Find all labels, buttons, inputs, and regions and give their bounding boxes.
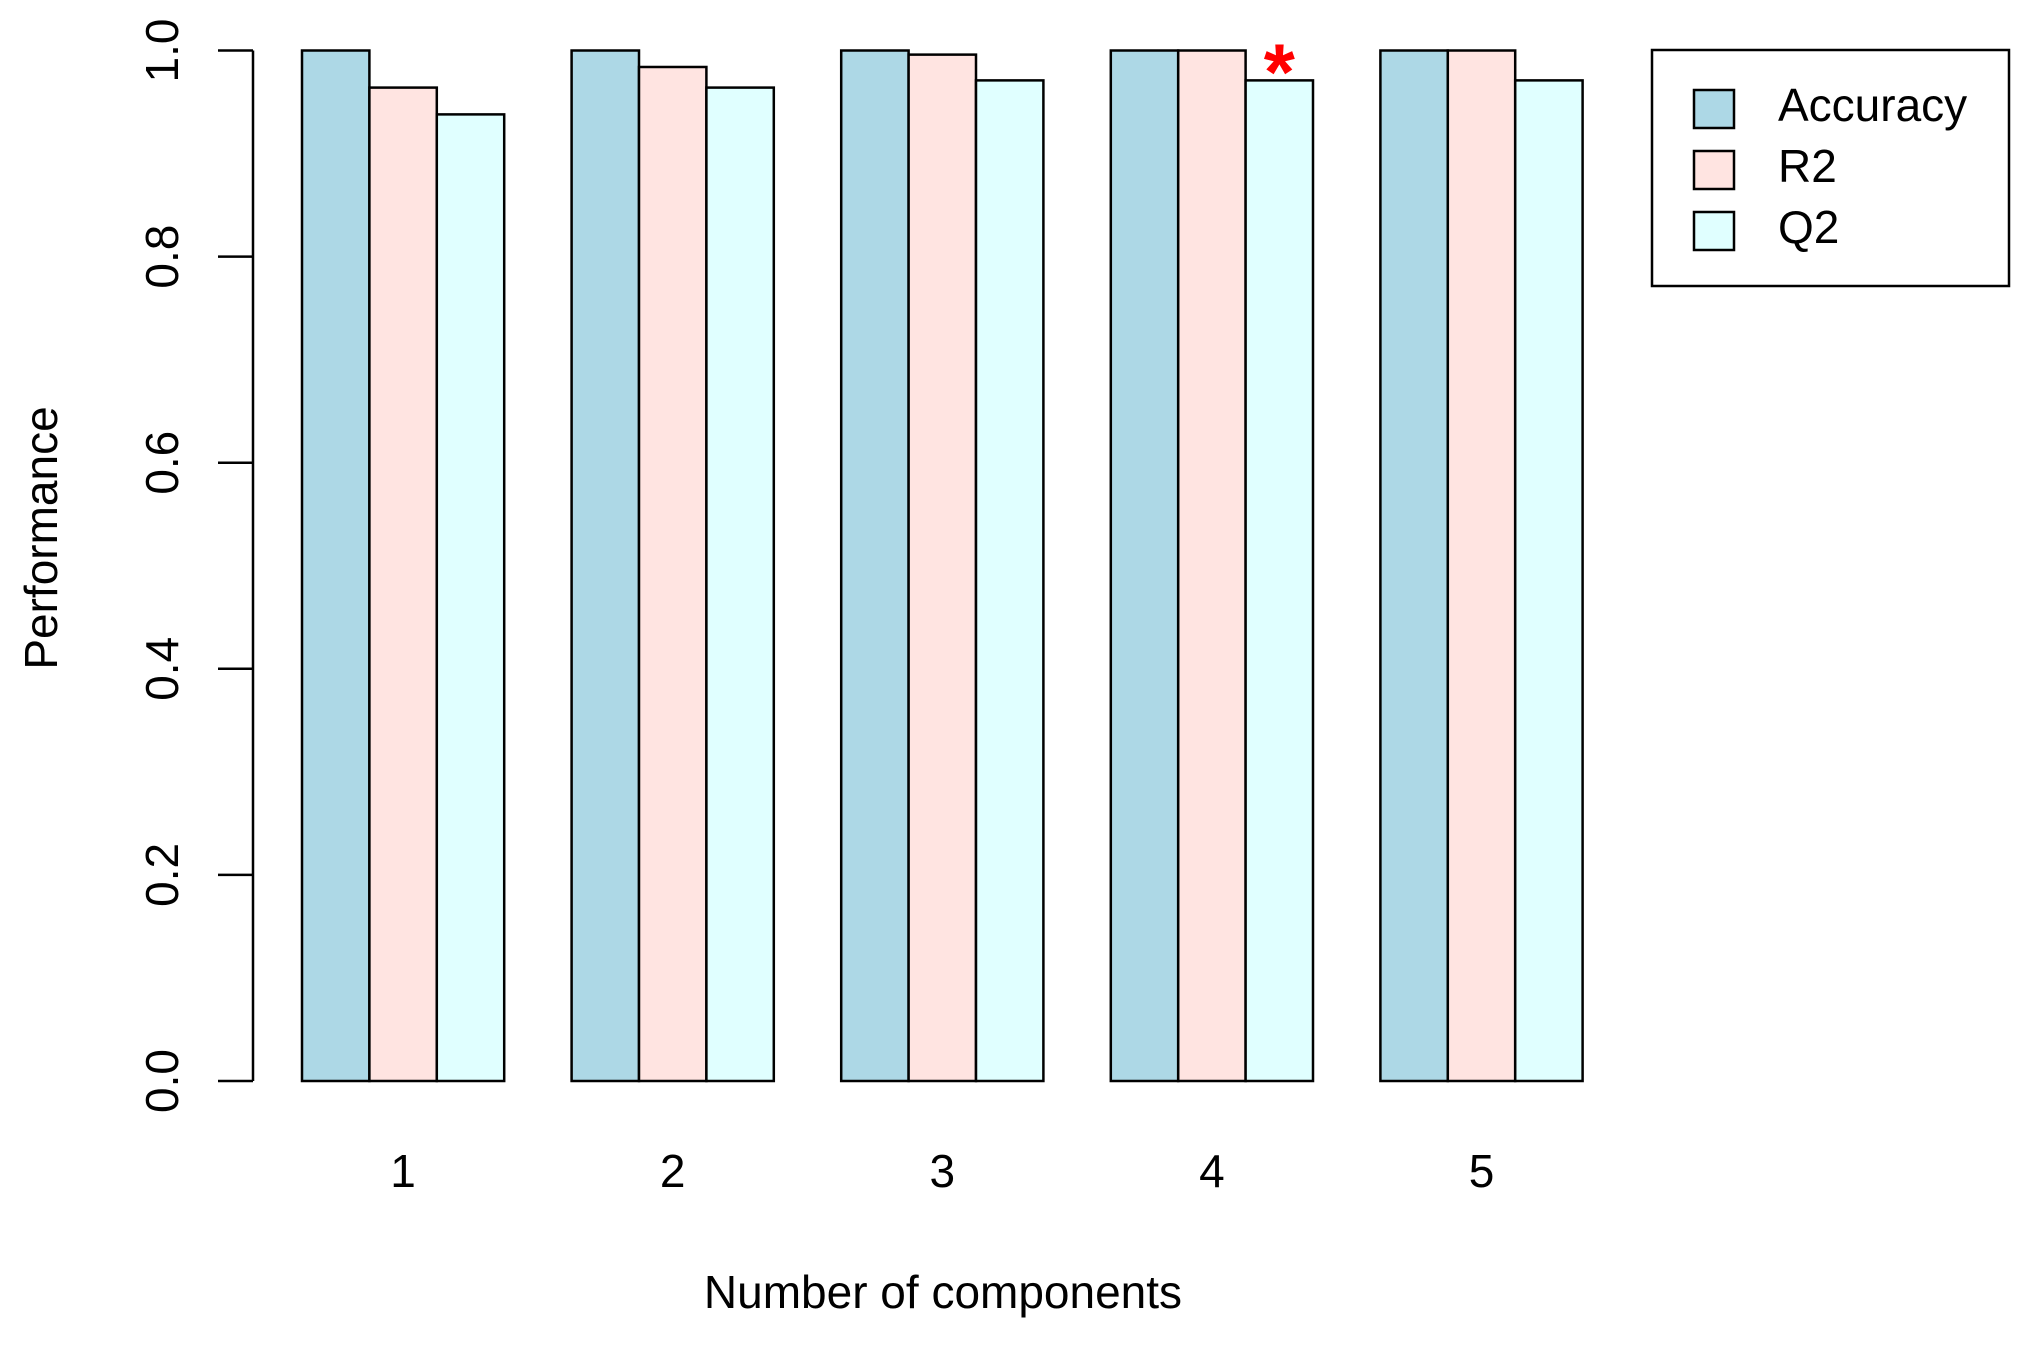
legend-swatch [1692, 149, 1736, 191]
legend-swatch [1692, 88, 1736, 130]
x-tick-label: 1 [390, 1145, 416, 1197]
bar [300, 49, 371, 1083]
legend-label: R2 [1778, 140, 1837, 192]
bar [368, 86, 439, 1083]
legend-label: Accuracy [1778, 79, 1967, 131]
bar [1446, 49, 1517, 1083]
bar [839, 49, 910, 1083]
y-tick-label: 0.0 [136, 1049, 188, 1113]
bar [1513, 79, 1584, 1083]
x-tick-label: 5 [1469, 1145, 1495, 1197]
y-axis-label: Performance [15, 406, 67, 669]
bar [907, 53, 978, 1083]
legend-label: Q2 [1778, 201, 1839, 253]
bar [435, 113, 506, 1083]
x-tick-label: 2 [660, 1145, 686, 1197]
x-tick-label: 3 [930, 1145, 956, 1197]
highlight-marker: * [1264, 28, 1296, 117]
y-tick-label: 0.8 [136, 225, 188, 289]
x-tick-label: 4 [1199, 1145, 1225, 1197]
bar [1244, 79, 1315, 1083]
bar [637, 65, 708, 1083]
bar [570, 49, 641, 1083]
y-tick-label: 1.0 [136, 19, 188, 83]
x-axis-label: Number of components [704, 1266, 1182, 1318]
y-tick-label: 0.6 [136, 431, 188, 495]
bar [705, 86, 776, 1083]
legend-swatch [1692, 210, 1736, 252]
y-tick-label: 0.4 [136, 637, 188, 701]
bar [1109, 49, 1180, 1083]
bar [1176, 49, 1247, 1083]
bar [1379, 49, 1450, 1083]
y-tick-label: 0.2 [136, 843, 188, 907]
bar [974, 79, 1045, 1083]
